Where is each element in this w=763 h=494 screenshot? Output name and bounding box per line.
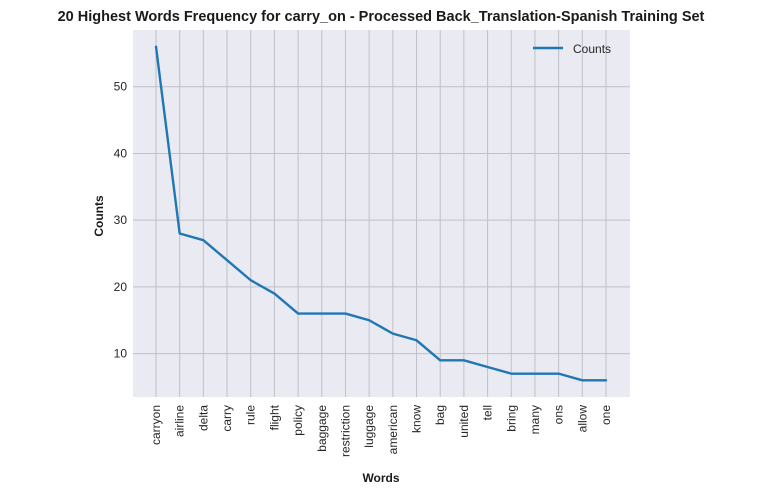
chart-title: 20 Highest Words Frequency for carry_on … (58, 9, 705, 25)
y-axis-label: Counts (92, 195, 106, 237)
y-tick-label: 50 (114, 80, 128, 94)
x-tick-label: carryon (149, 405, 163, 445)
y-tick-label: 20 (114, 280, 128, 294)
x-tick-label: restriction (338, 405, 352, 457)
x-tick-label: ons (552, 405, 566, 424)
plot-area (133, 30, 630, 397)
y-tick-label: 40 (114, 146, 128, 160)
grid (133, 30, 630, 397)
x-tick-label: tell (481, 405, 495, 420)
x-tick-label: bag (433, 405, 447, 425)
x-axis-label: Words (362, 471, 399, 485)
x-tick-label: flight (267, 404, 281, 430)
y-tick-label: 30 (114, 213, 128, 227)
x-tick-label: bring (504, 405, 518, 432)
x-tick-label: know (410, 405, 424, 433)
y-axis: 10 20 30 40 50 (114, 80, 128, 361)
x-tick-label: carry (220, 405, 234, 432)
x-tick-label: baggage (315, 405, 329, 452)
x-tick-label: american (386, 405, 400, 454)
x-tick-label: united (457, 405, 471, 438)
x-tick-label: luggage (362, 405, 376, 448)
x-tick-label: rule (244, 405, 258, 425)
x-tick-label: policy (291, 405, 305, 436)
x-tick-label: allow (575, 405, 589, 433)
legend-label: Counts (573, 42, 611, 56)
series-layer (154, 45, 608, 382)
series-line-counts (154, 45, 608, 382)
legend: Counts (533, 42, 611, 56)
x-tick-label: airline (173, 405, 187, 437)
x-tick-label: many (528, 405, 542, 434)
y-tick-label: 10 (114, 347, 128, 361)
x-tick-label: delta (196, 405, 210, 431)
x-axis: carryon airline delta carry rule flight policy… (149, 404, 613, 457)
x-tick-label: one (599, 405, 613, 425)
